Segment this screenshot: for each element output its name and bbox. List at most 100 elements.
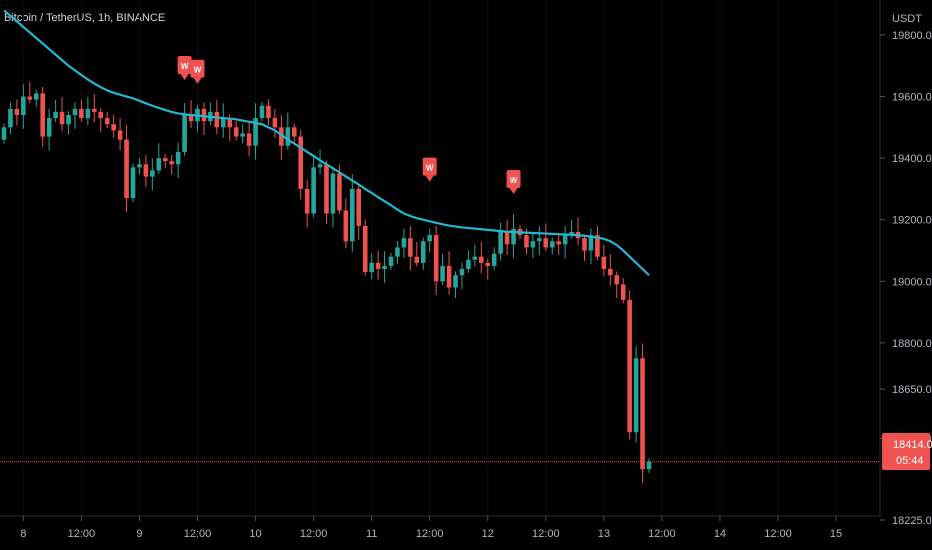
x-tick-label: 9: [136, 528, 142, 540]
candle: [388, 252, 394, 270]
y-tick-label: 19400.00: [892, 153, 932, 165]
candle: [298, 130, 303, 200]
y-tick-label: 19600.00: [892, 92, 932, 104]
price-axis-ticks: 19800.00 19600.00 19400.00 19200.00 19000.00…: [880, 30, 932, 527]
candle-body: [182, 115, 187, 152]
candle: [627, 290, 632, 440]
candle: [401, 228, 407, 258]
signal-marker[interactable]: W: [177, 56, 192, 81]
candle: [85, 96, 91, 126]
candle: [304, 179, 310, 228]
candle: [324, 160, 329, 225]
candle: [562, 225, 568, 259]
candle: [414, 241, 420, 267]
candle: [150, 158, 155, 191]
candle-body: [395, 247, 400, 257]
candle-body: [562, 235, 568, 245]
candle-body: [279, 127, 284, 146]
candle-body: [79, 108, 84, 119]
signal-marker[interactable]: W: [506, 170, 521, 194]
candle: [330, 167, 336, 228]
candle: [59, 97, 65, 132]
symbol-legend: Bitcoin / TetherUS, 1h, BINANCE: [4, 12, 166, 24]
candle-body: [646, 461, 652, 470]
candle: [27, 81, 33, 104]
candle: [253, 103, 258, 160]
candle: [66, 111, 71, 135]
x-tick-label: 12:00: [648, 528, 676, 540]
candle-body: [608, 269, 613, 276]
candle-body: [524, 235, 529, 248]
signal-markers: W WWW: [177, 56, 521, 194]
candle: [491, 247, 497, 270]
candle-body: [240, 133, 245, 137]
signal-marker[interactable]: W: [422, 157, 437, 182]
candle-body: [156, 158, 162, 171]
signal-marker[interactable]: W: [190, 59, 205, 84]
candle-body: [337, 173, 342, 211]
candle-body: [285, 127, 291, 146]
signal-marker-pointer: [193, 77, 202, 84]
price-axis-unit: USDT: [892, 13, 922, 25]
candle: [14, 99, 20, 126]
candle-body: [549, 241, 555, 248]
candle-body: [414, 256, 420, 263]
candle: [369, 253, 374, 280]
candle-body: [169, 161, 174, 165]
candle: [272, 108, 278, 138]
candle-body: [59, 111, 65, 125]
candle: [543, 223, 549, 252]
candle: [453, 271, 458, 298]
candle-body: [104, 118, 110, 125]
current-price-tag: 18414.04 05:44: [882, 433, 932, 470]
candle-body: [188, 115, 194, 122]
signal-marker-pointer: [509, 188, 518, 194]
x-tick-label: 12:00: [416, 528, 444, 540]
candle-body: [66, 115, 71, 125]
candle-body: [98, 111, 104, 119]
candle-body: [291, 127, 297, 137]
candle: [182, 102, 187, 156]
candle: [104, 111, 110, 128]
candle: [343, 198, 349, 249]
candle: [317, 149, 323, 175]
candle: [124, 124, 129, 213]
candle-body: [427, 235, 432, 242]
candle: [72, 102, 78, 129]
candle-body: [530, 241, 536, 248]
candle-body: [498, 232, 503, 254]
candle-body: [485, 262, 491, 266]
candle: [137, 157, 142, 175]
candle-body: [266, 105, 271, 119]
candle-body: [633, 358, 639, 433]
candle: [33, 89, 39, 107]
candle: [498, 222, 503, 261]
candle-body: [175, 151, 181, 165]
candle-body: [40, 93, 45, 137]
candle-body: [85, 108, 91, 119]
candle-body: [491, 253, 497, 266]
candle-body: [311, 167, 316, 214]
candle-body: [556, 241, 561, 245]
candle-body: [72, 108, 78, 115]
candle: [156, 143, 162, 175]
candle-body: [8, 108, 13, 128]
x-tick-label: 15: [830, 528, 842, 540]
candle-body: [124, 139, 129, 199]
candle: [459, 262, 465, 290]
time-axis-ticks: 8 12:00 9 12:00 10 12:00 11 12:00 12 12:00 13 12:00…: [20, 516, 842, 540]
signal-marker-flag: [506, 170, 521, 188]
candle: [208, 102, 213, 125]
x-tick-label: 12: [482, 528, 494, 540]
candle-body: [33, 93, 39, 100]
candle-body: [356, 188, 362, 226]
candle-body: [362, 225, 368, 273]
candle-body: [543, 238, 549, 248]
candle-body: [304, 188, 310, 214]
candle-body: [382, 265, 387, 269]
candle-body: [272, 118, 278, 128]
candle-body: [350, 188, 355, 242]
candle-body: [601, 256, 607, 269]
candle-body: [21, 96, 26, 115]
